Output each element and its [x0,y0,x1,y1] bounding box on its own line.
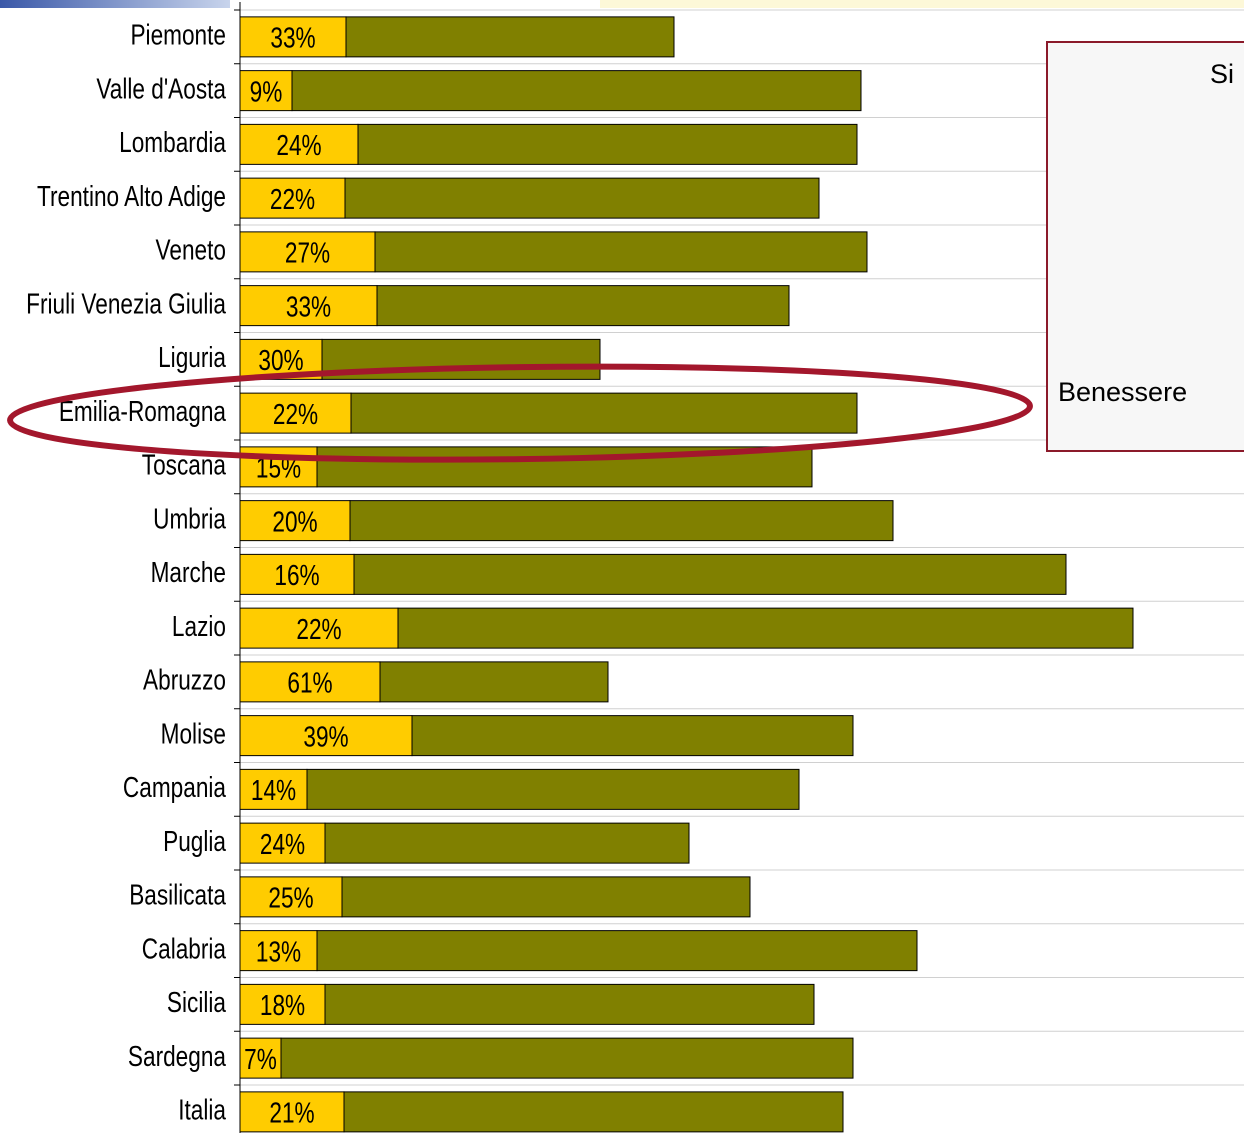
data-label: 9% [250,75,283,108]
highlight-ellipse [7,363,1033,463]
bar-segment [374,231,868,273]
data-label: 24% [260,827,305,860]
data-label: 21% [269,1096,314,1129]
bar-segment [239,553,355,595]
data-label: 20% [272,505,317,538]
y-tick-label: Abruzzo [143,663,226,696]
y-tick-label: Trentino Alto Adige [37,179,226,212]
data-label: 33% [286,290,331,323]
bar-segment [324,822,690,864]
bar-segment [239,123,359,165]
y-tick-label: Sardegna [128,1039,227,1072]
bar-segment [411,715,854,757]
y-tick-label: Valle d'Aosta [96,72,226,105]
data-label: 16% [274,558,319,591]
bar-segment [344,177,820,219]
bar-segment [239,231,376,273]
y-tick-label: Basilicata [129,878,226,911]
legend-text: Benessere [1058,377,1187,407]
y-tick-label: Piemonte [130,18,226,51]
data-label: 22% [296,612,341,645]
y-tick-label: Umbria [153,502,226,535]
bar-segment [379,661,609,703]
y-tick-label: Marche [151,555,226,588]
bar-segment [291,70,862,112]
bar-segment [376,285,790,327]
data-label: 25% [268,881,313,914]
bar-segment [239,177,346,219]
legend-box [1046,41,1244,452]
data-label: 22% [273,397,318,430]
bar-segment [324,983,815,1025]
legend-text: Si [1210,59,1234,89]
data-label: 27% [285,236,330,269]
bar-segment [239,930,318,972]
data-label: 13% [256,935,301,968]
bar-segment [239,285,378,327]
y-tick-label: Emilia-Romagna [59,394,227,427]
bar-segment [239,715,413,757]
bar-segment [343,1091,844,1133]
y-tick-label: Molise [161,717,226,750]
bar-segment [239,822,326,864]
data-label: 61% [287,666,332,699]
y-tick-label: Lombardia [119,125,226,158]
plot: Piemonte 33% Valle d'Aosta 9% Lombardia 24% Tr… [7,2,1244,1133]
bar-segment [316,930,918,972]
bar-segment [239,661,381,703]
bar-segment [239,1091,345,1133]
header-fragment [0,0,230,8]
bar-segment [239,607,399,649]
data-label: 14% [251,773,296,806]
bar-segment [280,1037,854,1079]
y-tick-label: Calabria [142,932,227,965]
bar-segment [345,16,675,58]
bar-segment [239,876,343,918]
y-tick-label: Italia [178,1093,226,1126]
data-label: 33% [270,21,315,54]
data-label: 18% [260,988,305,1021]
bar-segment [306,768,800,810]
bar-segment [239,70,293,112]
bar-segment [397,607,1134,649]
data-label: 7% [244,1042,277,1075]
data-label: 24% [276,128,321,161]
y-tick-label: Puglia [163,824,226,857]
data-label: 39% [303,720,348,753]
bar-segment [357,123,858,165]
y-tick-label: Veneto [156,233,226,266]
y-tick-label: Lazio [172,609,226,642]
y-tick-label: Liguria [158,340,226,373]
bar-segment [341,876,751,918]
y-tick-label: Sicilia [167,985,227,1018]
header-strip [600,0,1244,8]
bar-segment [349,500,894,542]
y-tick-label: Friuli Venezia Giulia [26,287,226,320]
y-tick-label: Campania [123,770,227,803]
data-label: 30% [258,343,303,376]
bar-segment [353,553,1067,595]
bar-segment [239,16,347,58]
bar-segment [350,392,858,434]
data-label: 22% [270,182,315,215]
